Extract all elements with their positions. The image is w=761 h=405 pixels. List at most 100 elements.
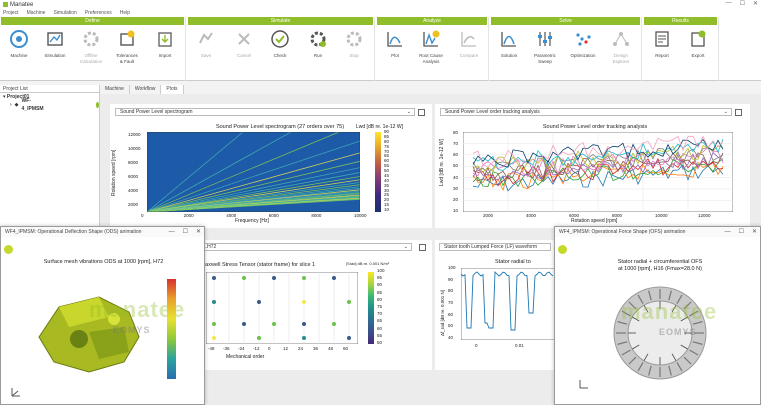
- plot-panel-maxwell-stress: ...H72 ⌄ p Maxwell Stress Tensor (stator …: [196, 240, 432, 370]
- plot-button[interactable]: Plot: [378, 28, 412, 59]
- tool-label: Offline Calculation: [79, 53, 103, 64]
- tick-label: 90: [384, 129, 390, 134]
- tick-label: 6000: [268, 213, 279, 218]
- cancel-button[interactable]: Cancel: [227, 28, 261, 59]
- data-point: [272, 322, 276, 326]
- check-button[interactable]: Check: [263, 28, 297, 59]
- tick-label: 70: [448, 300, 454, 305]
- chart-title: Sound Power Level order tracking analysi…: [542, 124, 648, 130]
- menu-machine[interactable]: Machine: [26, 10, 46, 16]
- tool-label: Cancel: [236, 53, 251, 58]
- minimize-button[interactable]: —: [724, 229, 731, 235]
- design-explorer-button[interactable]: Design Explorer: [604, 28, 638, 65]
- watermark-text: manatee: [621, 299, 718, 324]
- minimize-button[interactable]: —: [725, 0, 732, 6]
- y-axis-label: Lwd [dB re. 1e-12 W]: [439, 139, 445, 186]
- tolerances-fault-button[interactable]: Tolerances & Fault: [110, 28, 144, 65]
- data-point: [212, 322, 216, 326]
- tick-label: 40: [453, 174, 459, 180]
- close-button[interactable]: ✕: [752, 1, 758, 7]
- project-tree-root[interactable]: ▾ Project01: [3, 94, 30, 100]
- popout-icon[interactable]: [419, 244, 426, 251]
- order-line: [147, 132, 292, 212]
- tick-label: -36: [223, 346, 230, 351]
- tick-label: 0: [268, 346, 271, 351]
- minimize-button[interactable]: —: [168, 229, 175, 235]
- tick-label: 10000: [354, 213, 367, 218]
- menu-project[interactable]: Project: [3, 10, 19, 16]
- solution-button[interactable]: Solution: [492, 28, 526, 59]
- offline-calculation-button[interactable]: Offline Calculation: [74, 28, 108, 65]
- tick-label: 40: [384, 177, 390, 183]
- ods-animation-window: WF4_IPMSM: Operational Deflection Shape …: [0, 226, 205, 405]
- stator-tooth: [676, 294, 683, 304]
- run-button[interactable]: Run: [301, 28, 335, 59]
- stator-tooth: [637, 294, 644, 304]
- export-button[interactable]: Export: [681, 28, 715, 59]
- maxwell-plot: [206, 272, 358, 344]
- report-icon: [651, 28, 673, 50]
- import-button[interactable]: Import: [148, 28, 182, 59]
- project-tree-item[interactable]: › ◆ WF-4_IPMSM: [0, 98, 99, 112]
- plot-select[interactable]: Sound Power Level order tracking analysi…: [440, 108, 732, 116]
- close-button[interactable]: ✕: [751, 229, 757, 235]
- check-icon: [269, 28, 291, 50]
- root-cause-analysis-button[interactable]: Root Cause Analysis: [414, 28, 448, 65]
- tick-label: 80: [377, 296, 383, 302]
- optimization-button[interactable]: Optimization: [566, 28, 600, 59]
- tick-label: -48: [208, 346, 215, 351]
- order-line: [147, 179, 360, 212]
- machine-button[interactable]: Machine: [2, 28, 36, 59]
- stator-tooth: [648, 365, 652, 376]
- plot-select[interactable]: ...H72 ⌄: [198, 243, 412, 251]
- parametric-sweep-button[interactable]: Parametric Sweep: [528, 28, 562, 65]
- tick-label: 10000: [655, 213, 668, 218]
- menu-simulation[interactable]: Simulation: [53, 10, 77, 16]
- save-button[interactable]: Save: [189, 28, 223, 59]
- tick-label: 60: [448, 311, 454, 317]
- tab-plots[interactable]: Plots: [161, 85, 184, 94]
- tolerance-icon: [116, 28, 138, 50]
- tick-label: 48: [328, 346, 334, 351]
- popout-icon[interactable]: [735, 109, 742, 116]
- menu-preferences[interactable]: Preferences: [84, 10, 112, 16]
- cancel-icon: [233, 28, 255, 50]
- report-button[interactable]: Report: [645, 28, 679, 59]
- tick-label: 45: [384, 172, 390, 178]
- tick-label: 60: [377, 325, 383, 331]
- group-title: Simulate: [188, 17, 373, 25]
- tick-label: 12000: [128, 132, 141, 137]
- stator-tooth: [668, 290, 672, 301]
- simulation-button[interactable]: Simulation: [38, 28, 72, 59]
- tick-label: 100: [448, 265, 456, 270]
- maximize-button[interactable]: ☐: [738, 229, 744, 235]
- tick-label: 60: [343, 346, 349, 351]
- tick-label: 60: [384, 158, 390, 164]
- close-button[interactable]: ✕: [195, 229, 201, 235]
- maximize-button[interactable]: ☐: [182, 229, 188, 235]
- series-line: [472, 147, 724, 177]
- plot-select[interactable]: Stator tooth Lumped Force (LF) waveform: [439, 243, 551, 251]
- maximize-button[interactable]: ☐: [739, 1, 745, 7]
- tab-workflow[interactable]: Workflow: [129, 85, 162, 94]
- compare-button[interactable]: Compare: [452, 28, 486, 59]
- plot-icon: [384, 28, 406, 50]
- data-point: [212, 300, 216, 304]
- data-point: [242, 276, 246, 280]
- tab-machine[interactable]: Machine: [100, 85, 130, 94]
- data-point: [347, 300, 351, 304]
- tick-label: 15: [384, 202, 390, 208]
- tick-label: 20: [384, 197, 390, 203]
- popout-icon[interactable]: [418, 109, 425, 116]
- tick-label: 95: [377, 275, 383, 281]
- plot-select[interactable]: Sound Power Level spectrogram ⌄: [115, 108, 415, 116]
- stop-button[interactable]: Stop: [337, 28, 371, 59]
- tick-label: 35: [384, 182, 390, 188]
- data-point: [257, 300, 261, 304]
- data-point: [212, 276, 216, 280]
- menu-help[interactable]: Help: [119, 10, 131, 16]
- order-line: [147, 198, 360, 212]
- tick-label: 70: [377, 311, 383, 317]
- tick-label: 4000: [128, 188, 139, 193]
